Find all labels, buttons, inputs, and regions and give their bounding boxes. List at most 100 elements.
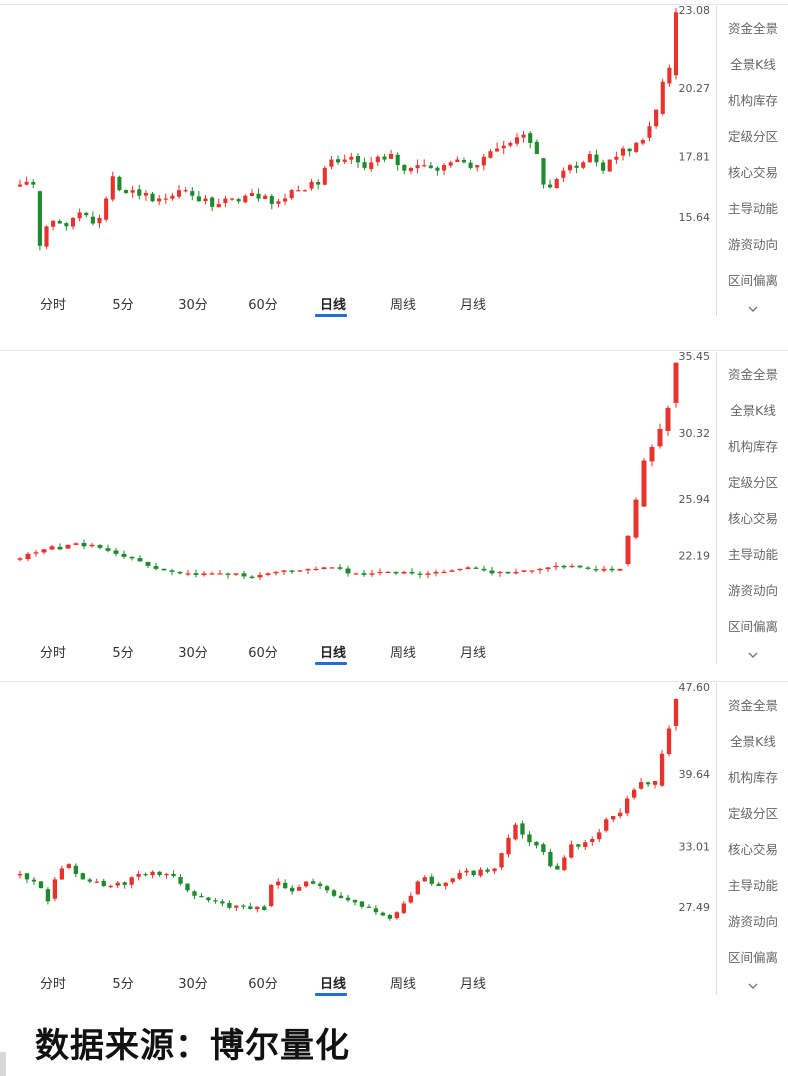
candle bbox=[273, 570, 279, 576]
sidebar-item-7[interactable]: 区间偏离 bbox=[727, 619, 778, 634]
candle bbox=[73, 863, 78, 878]
tab-6[interactable]: 月线 bbox=[459, 977, 486, 992]
tab-2[interactable]: 30分 bbox=[178, 977, 208, 992]
candle bbox=[31, 877, 37, 886]
candle bbox=[601, 159, 606, 174]
candle bbox=[567, 163, 573, 174]
sidebar-item-4[interactable]: 核心交易 bbox=[727, 511, 778, 526]
candle bbox=[130, 185, 135, 198]
tab-2[interactable]: 30分 bbox=[178, 646, 208, 661]
sidebar-item-3[interactable]: 定级分区 bbox=[727, 129, 778, 144]
candle bbox=[429, 873, 434, 886]
tab-6[interactable]: 月线 bbox=[459, 646, 486, 661]
candle bbox=[234, 905, 239, 912]
candle bbox=[475, 165, 480, 172]
sidebar-item-2[interactable]: 机构库存 bbox=[727, 93, 778, 108]
sidebar-item-2[interactable]: 机构库存 bbox=[727, 439, 778, 454]
candle bbox=[203, 194, 208, 205]
sidebar-item-0[interactable]: 资金全景 bbox=[727, 367, 778, 382]
corner-mark bbox=[0, 1052, 6, 1076]
tab-1[interactable]: 5分 bbox=[112, 977, 134, 992]
candle bbox=[601, 565, 607, 573]
tab-5[interactable]: 周线 bbox=[389, 298, 416, 313]
tab-3[interactable]: 60分 bbox=[248, 977, 278, 992]
sidebar-item-2[interactable]: 机构库存 bbox=[727, 770, 778, 785]
candle bbox=[468, 159, 473, 170]
candle bbox=[361, 569, 367, 577]
candle bbox=[113, 548, 119, 557]
sidebar-item-3[interactable]: 定级分区 bbox=[727, 806, 778, 821]
candle bbox=[441, 569, 447, 574]
candle bbox=[157, 195, 162, 206]
sidebar-item-4[interactable]: 核心交易 bbox=[727, 842, 778, 857]
sidebar-item-6[interactable]: 游资动向 bbox=[727, 914, 778, 929]
tab-0[interactable]: 分时 bbox=[39, 646, 66, 661]
candle bbox=[607, 159, 612, 172]
period-tabs: 分时 5分 30分 60分 日线 周线 月线 bbox=[0, 973, 716, 1003]
sidebar-item-7[interactable]: 区间偏离 bbox=[727, 273, 778, 288]
sidebar-item-4[interactable]: 核心交易 bbox=[727, 165, 778, 180]
sidebar-item-0[interactable]: 资金全景 bbox=[727, 21, 778, 36]
candle bbox=[150, 192, 155, 203]
candle bbox=[652, 780, 658, 789]
chevron-down-icon[interactable] bbox=[746, 648, 760, 662]
chevron-down-icon[interactable] bbox=[746, 302, 760, 316]
tab-4[interactable]: 日线 bbox=[298, 294, 368, 317]
chevron-down-icon[interactable] bbox=[746, 979, 760, 993]
candle bbox=[527, 831, 532, 847]
candle bbox=[249, 575, 255, 580]
candle bbox=[673, 362, 679, 408]
candle bbox=[654, 109, 659, 129]
y-tick-label: 39.64 bbox=[679, 768, 711, 781]
candle bbox=[574, 161, 579, 174]
tab-0[interactable]: 分时 bbox=[39, 977, 66, 992]
candle bbox=[369, 156, 374, 172]
tab-1[interactable]: 5分 bbox=[112, 646, 134, 661]
candle bbox=[631, 787, 637, 800]
tab-0[interactable]: 分时 bbox=[39, 298, 66, 313]
tab-4[interactable]: 日线 bbox=[298, 642, 368, 665]
candle bbox=[190, 186, 195, 201]
candle bbox=[481, 153, 486, 171]
tab-5[interactable]: 周线 bbox=[389, 646, 416, 661]
candle bbox=[129, 876, 134, 889]
candle bbox=[380, 911, 386, 917]
candle bbox=[457, 568, 463, 572]
candle bbox=[24, 176, 29, 186]
candle bbox=[402, 164, 407, 175]
sidebar-item-6[interactable]: 游资动向 bbox=[727, 237, 778, 252]
tab-4[interactable]: 日线 bbox=[298, 973, 368, 996]
candle bbox=[216, 198, 221, 208]
candle bbox=[569, 840, 574, 859]
sidebar-item-3[interactable]: 定级分区 bbox=[727, 475, 778, 490]
tab-2[interactable]: 30分 bbox=[178, 298, 208, 313]
candle bbox=[213, 898, 218, 904]
tab-6[interactable]: 月线 bbox=[459, 298, 486, 313]
sidebar-item-5[interactable]: 主导动能 bbox=[727, 878, 778, 893]
source-caption: 数据来源：博尔量化 bbox=[35, 1026, 350, 1066]
candle bbox=[443, 882, 448, 890]
sidebar-item-1[interactable]: 全景K线 bbox=[730, 57, 776, 72]
candle bbox=[169, 568, 175, 576]
candle bbox=[309, 178, 314, 191]
sidebar-item-7[interactable]: 区间偏离 bbox=[727, 950, 778, 965]
candle bbox=[673, 698, 679, 731]
candle bbox=[210, 196, 215, 212]
tab-3[interactable]: 60分 bbox=[248, 646, 278, 661]
sidebar-item-0[interactable]: 资金全景 bbox=[727, 698, 778, 713]
sidebar-item-1[interactable]: 全景K线 bbox=[730, 403, 776, 418]
sidebar-item-5[interactable]: 主导动能 bbox=[727, 201, 778, 216]
tab-5[interactable]: 周线 bbox=[389, 977, 416, 992]
candle bbox=[435, 166, 440, 176]
candle bbox=[389, 150, 394, 159]
candle bbox=[345, 894, 351, 903]
sidebar-item-6[interactable]: 游资动向 bbox=[727, 583, 778, 598]
candle bbox=[634, 141, 639, 154]
tab-1[interactable]: 5分 bbox=[112, 298, 134, 313]
candle bbox=[248, 902, 253, 910]
tab-3[interactable]: 60分 bbox=[248, 298, 278, 313]
candle bbox=[73, 542, 79, 546]
sidebar-item-1[interactable]: 全景K线 bbox=[730, 734, 776, 749]
sidebar-item-5[interactable]: 主导动能 bbox=[727, 547, 778, 562]
candle bbox=[243, 194, 248, 204]
